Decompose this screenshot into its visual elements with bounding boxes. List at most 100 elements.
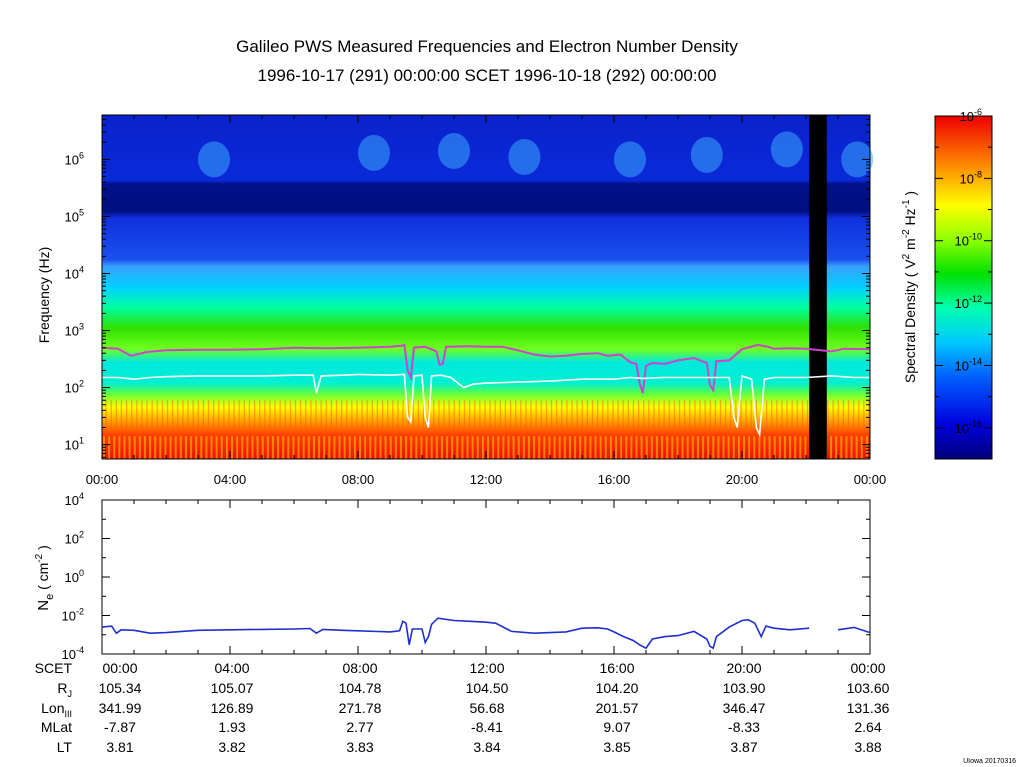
ephemeris-value: -8.33 [728, 719, 760, 735]
spectrogram-stripe [177, 400, 179, 431]
colorbar-tick-label: 10-10 [955, 232, 982, 249]
spectrogram-stripe [707, 436, 710, 459]
spectrogram-stripe [566, 400, 568, 431]
x-tick-label: 12:00 [470, 472, 503, 487]
spectrogram-stripe [509, 400, 512, 431]
ephemeris-header-label: SCET [35, 660, 73, 676]
spectrogram-stripe [571, 400, 573, 431]
spectrogram-stripe [617, 400, 619, 431]
colorbar-tick-label: 10-16 [955, 419, 982, 436]
spectrogram-stripe [238, 400, 240, 431]
colorbar-label-sup3: -1 [901, 199, 912, 208]
spectrogram-stripe [361, 400, 363, 431]
spectrogram-stripe [753, 436, 756, 459]
spectrogram-stripe [704, 400, 706, 431]
spectrogram-stripe [712, 436, 715, 459]
spectrogram-stripe [622, 400, 624, 431]
spectrogram-stripe [671, 436, 674, 459]
colorbar: 10-6 10-8 10-10 10-12 10-14 10-16 Spectral De… [901, 107, 993, 460]
ephemeris-value: 104.20 [596, 680, 639, 696]
spectrogram-stripe [545, 400, 548, 431]
spectrogram-stripe [397, 400, 399, 431]
spectrogram-stripe [755, 400, 757, 431]
colorbar-label-mid: m [902, 238, 918, 254]
spectrogram-stripe [207, 400, 210, 431]
spectrogram-stripe [146, 400, 148, 431]
spectrogram-stripe [412, 400, 414, 431]
spectrogram-emission [198, 141, 230, 178]
spectrogram-stripe [312, 436, 315, 459]
spectrogram-stripe [415, 436, 418, 459]
ephemeris-value: 103.90 [723, 680, 766, 696]
spectrogram-stripe [801, 400, 804, 431]
ephemeris-value: 341.99 [99, 700, 142, 716]
y-tick-label: 100 [65, 568, 84, 585]
spectrogram-stripe [676, 436, 679, 459]
spectrogram-stripe [714, 400, 716, 431]
spectrogram-stripe [348, 436, 351, 459]
spectrogram-stripe [376, 400, 379, 431]
spectrogram-stripe [343, 436, 346, 459]
x-tick-label: 08:00 [342, 472, 375, 487]
colorbar-tick-label: 10-12 [955, 294, 982, 311]
spectrogram-stripe [499, 400, 501, 431]
spectrogram-stripe [591, 400, 594, 431]
spectrogram-stripe [399, 436, 402, 459]
spectrogram-stripe [481, 436, 484, 459]
ephemeris-value: 3.88 [854, 739, 881, 755]
spectrogram-stripe [517, 436, 520, 459]
spectrogram-stripe [469, 400, 471, 431]
spectrogram-x-tick-labels: 00:00 04:00 08:00 12:00 16:00 20:00 00:00 [86, 472, 887, 487]
y-tick-label: 102 [65, 530, 84, 547]
colorbar-label-sup2: -2 [901, 229, 912, 238]
ephemeris-value: 2.77 [346, 719, 373, 735]
ephemeris-table: SCET 00:00 04:00 08:00 12:00 16:00 20:00 00:00 R… [35, 660, 890, 755]
spectrogram-stripe [743, 436, 745, 459]
spectrogram-stripe [392, 400, 394, 431]
spectrogram-stripe [379, 436, 382, 459]
y-tick-label: 104 [65, 491, 84, 508]
spectrogram-image [102, 115, 870, 459]
spectrogram-stripe [384, 436, 387, 459]
ephemeris-row-label: MLat [41, 719, 72, 735]
spectrogram-emission [614, 141, 646, 178]
spectrogram-stripe [527, 436, 530, 459]
spectrogram-stripe [210, 436, 213, 459]
spectrogram-stripe [297, 436, 300, 459]
spectrogram-stripe [597, 400, 599, 431]
spectrogram-stripe [292, 436, 295, 459]
spectrogram-ticks [101, 114, 871, 459]
spectrogram-stripe [847, 400, 850, 431]
spectrogram-stripe [466, 436, 469, 459]
spectrogram-stripe [164, 436, 167, 459]
spectrogram-stripe [783, 436, 786, 459]
spectrogram-stripe [620, 436, 623, 459]
spectrogram-stripe [845, 436, 848, 459]
spectrogram-stripe [179, 436, 182, 459]
spectrogram-stripe [123, 436, 126, 459]
spectrogram-stripe [410, 436, 413, 459]
spectrogram-stripe [643, 400, 645, 431]
spectrogram-stripe [858, 400, 860, 431]
ephemeris-value: 104.78 [339, 680, 382, 696]
spectrogram-stripe [271, 436, 274, 459]
spectrogram-stripe [105, 400, 107, 431]
plasma-frequency-line [102, 373, 870, 438]
y-tick-label: 104 [65, 264, 84, 281]
spectrogram-stripe [758, 436, 761, 459]
spectrogram-stripe [666, 436, 669, 459]
spectrogram-stripe [259, 400, 261, 431]
x-tick-label: 04:00 [214, 472, 247, 487]
spectrogram-stripe [149, 436, 152, 459]
spectrogram-stripe [351, 400, 353, 431]
spectrogram-stripe [269, 400, 271, 431]
spectrogram-stripe [727, 436, 730, 459]
spectrogram-stripe [489, 400, 491, 431]
spectrogram-stripe [287, 436, 290, 459]
density-label-pre: ( cm [35, 563, 51, 594]
spectrogram-stripe [750, 400, 752, 431]
spectrogram-stripe [156, 400, 158, 431]
ephemeris-value: 3.84 [473, 739, 500, 755]
spectrogram-stripe [422, 400, 425, 431]
